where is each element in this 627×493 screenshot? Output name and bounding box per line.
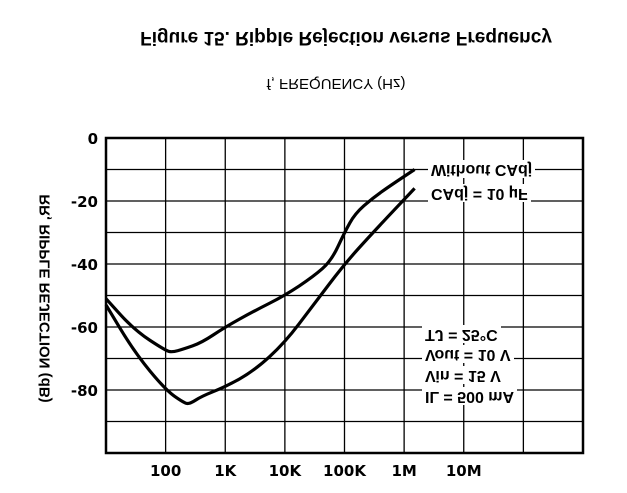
y-tick-label: -40 bbox=[71, 256, 98, 274]
x-tick-label: 1M bbox=[391, 462, 416, 480]
series-label-cadj: CAdj = 10 µF bbox=[428, 184, 531, 202]
series-line-1 bbox=[104, 187, 416, 406]
plot-frame bbox=[104, 136, 585, 455]
y-axis-label: RR, RIPPLE REJECTION (dB) bbox=[36, 194, 54, 403]
x-tick-label: 100K bbox=[323, 462, 367, 480]
x-tick-label: 100 bbox=[150, 462, 181, 480]
x-axis-label: f, FREQUENCY (Hz) bbox=[266, 75, 406, 92]
x-tick-label: 10M bbox=[446, 462, 482, 480]
y-tick-label: -80 bbox=[71, 382, 98, 400]
x-tick-label: 1K bbox=[214, 462, 237, 480]
condition-vin: Vin = 15 V bbox=[422, 366, 504, 384]
condition-vout: Vout = 10 V bbox=[422, 345, 514, 363]
y-tick-label: -60 bbox=[71, 319, 98, 337]
series-line-0 bbox=[104, 168, 416, 354]
x-tick-label: 10K bbox=[269, 462, 303, 480]
condition-tj: TJ = 25°C bbox=[422, 325, 501, 343]
chart-title: Figure 15. Ripple Rejection versus Frequ… bbox=[140, 27, 552, 48]
condition-il: IL = 500 mA bbox=[422, 387, 518, 405]
y-tick-label: -20 bbox=[71, 193, 98, 211]
y-tick-label: 0 bbox=[88, 130, 98, 148]
series-label-without-cadj: Without CAdj bbox=[428, 160, 536, 178]
